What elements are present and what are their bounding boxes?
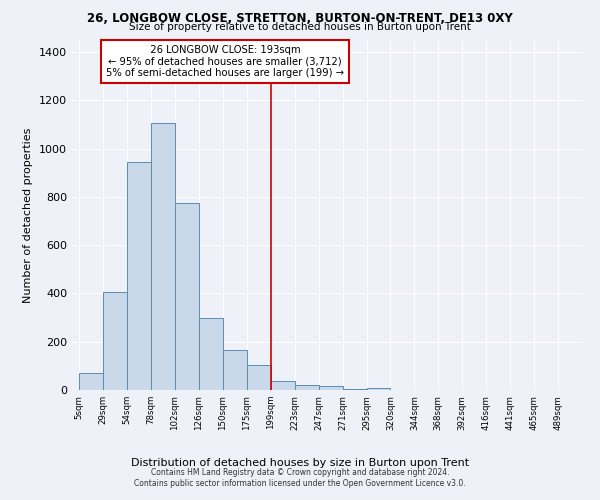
Bar <box>127 162 151 390</box>
Bar <box>247 364 271 390</box>
Bar <box>271 381 295 390</box>
Bar <box>151 124 175 390</box>
Text: Contains HM Land Registry data © Crown copyright and database right 2024.
Contai: Contains HM Land Registry data © Crown c… <box>134 468 466 487</box>
Bar <box>223 350 247 390</box>
Bar <box>103 292 127 390</box>
Bar <box>343 389 367 390</box>
Bar <box>79 373 103 390</box>
Bar <box>367 388 391 390</box>
Text: 26 LONGBOW CLOSE: 193sqm  
← 95% of detached houses are smaller (3,712)
5% of se: 26 LONGBOW CLOSE: 193sqm ← 95% of detach… <box>106 46 344 78</box>
Text: 26, LONGBOW CLOSE, STRETTON, BURTON-ON-TRENT, DE13 0XY: 26, LONGBOW CLOSE, STRETTON, BURTON-ON-T… <box>87 12 513 26</box>
Text: Size of property relative to detached houses in Burton upon Trent: Size of property relative to detached ho… <box>129 22 471 32</box>
Bar <box>295 385 319 390</box>
Y-axis label: Number of detached properties: Number of detached properties <box>23 128 34 302</box>
Bar <box>199 318 223 390</box>
Bar <box>175 203 199 390</box>
Text: Distribution of detached houses by size in Burton upon Trent: Distribution of detached houses by size … <box>131 458 469 468</box>
Bar <box>319 386 343 390</box>
